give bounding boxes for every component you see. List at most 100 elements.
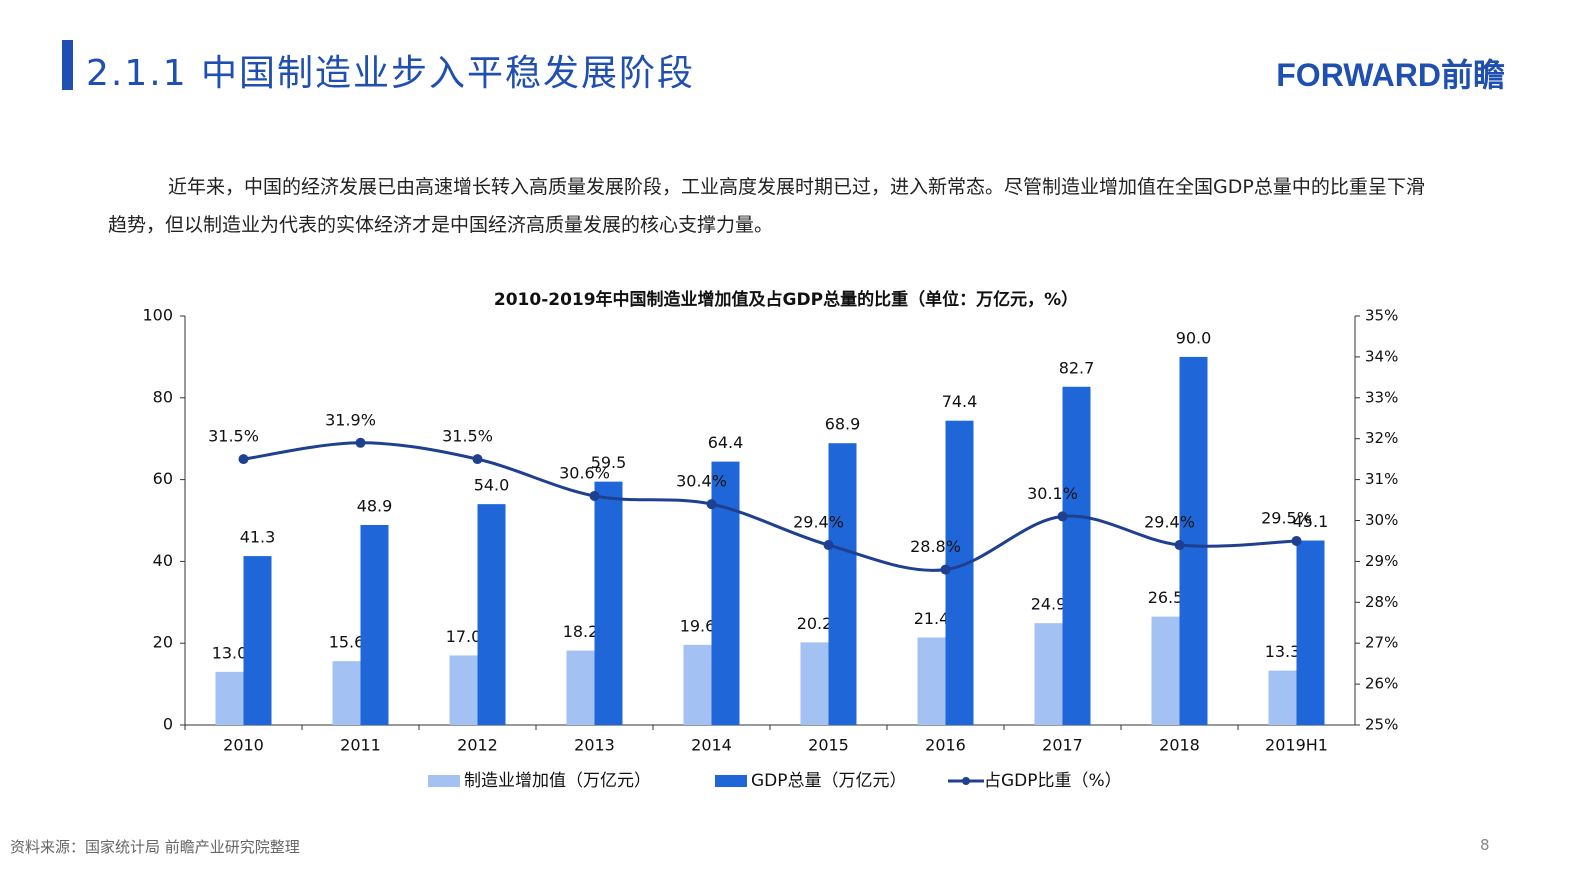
bar xyxy=(449,655,478,725)
y2-tick-label: 35% xyxy=(1365,307,1398,325)
x-tick-label: 2012 xyxy=(457,736,498,755)
y-tick-label: 40 xyxy=(153,551,173,570)
y-tick-label: 80 xyxy=(153,387,173,406)
y2-tick-label: 29% xyxy=(1365,552,1398,570)
y2-tick-label: 28% xyxy=(1365,593,1398,611)
line-point xyxy=(472,454,483,465)
bar-value-label: 41.3 xyxy=(240,528,276,547)
bar xyxy=(1034,623,1063,725)
legend-label: GDP总量（万亿元） xyxy=(751,771,907,791)
bar-value-label: 26.5 xyxy=(1148,588,1184,607)
page-number: 8 xyxy=(1480,836,1490,854)
line-value-label: 31.5% xyxy=(208,427,259,446)
y2-tick-label: 27% xyxy=(1365,634,1398,652)
bar-value-label: 68.9 xyxy=(825,415,861,434)
legend-swatch xyxy=(428,775,460,787)
y2-tick-label: 26% xyxy=(1365,675,1398,693)
legend-label: 制造业增加值（万亿元） xyxy=(464,771,651,791)
x-tick-label: 2016 xyxy=(925,736,966,755)
line-value-label: 31.9% xyxy=(325,410,376,429)
bar-value-label: 64.4 xyxy=(708,433,744,452)
bar-value-label: 18.2 xyxy=(563,622,599,641)
title-accent xyxy=(62,40,73,90)
bar xyxy=(800,642,829,725)
x-tick-label: 2017 xyxy=(1042,736,1083,755)
bar xyxy=(1296,540,1325,725)
bar xyxy=(945,420,974,725)
x-tick-label: 2013 xyxy=(574,736,615,755)
line-value-label: 30.4% xyxy=(676,472,727,491)
y-tick-label: 0 xyxy=(163,715,173,734)
bar xyxy=(1179,356,1208,725)
bar-value-label: 24.9 xyxy=(1031,595,1067,614)
y2-tick-label: 34% xyxy=(1365,347,1398,365)
line-value-label: 30.1% xyxy=(1027,484,1078,503)
bar-value-label: 59.5 xyxy=(591,453,627,472)
bar-value-label: 48.9 xyxy=(357,496,393,515)
y-tick-label: 20 xyxy=(153,633,173,652)
line-point xyxy=(589,490,600,501)
line-value-label: 31.5% xyxy=(442,427,493,446)
bar xyxy=(215,671,244,725)
logo: FORWARD前瞻 xyxy=(1276,57,1505,93)
y2-tick-label: 31% xyxy=(1365,470,1398,488)
bar xyxy=(566,650,595,725)
x-tick-label: 2010 xyxy=(223,736,264,755)
bar-value-label: 82.7 xyxy=(1059,358,1095,377)
bar-value-label: 19.6 xyxy=(680,616,716,635)
line-point xyxy=(706,499,717,510)
bar-value-label: 20.2 xyxy=(797,614,833,633)
bar xyxy=(477,504,506,725)
bar-value-label: 90.0 xyxy=(1176,328,1212,347)
line-value-label: 30.6% xyxy=(559,463,610,482)
line-point xyxy=(238,454,249,465)
y2-tick-label: 25% xyxy=(1365,716,1398,734)
bar-value-label: 13.3 xyxy=(1265,642,1301,661)
bar xyxy=(828,443,857,725)
line-point xyxy=(355,437,366,448)
legend-label: 占GDP比重（%） xyxy=(984,771,1122,791)
x-tick-label: 2015 xyxy=(808,736,849,755)
y-tick-label: 60 xyxy=(153,469,173,488)
line-value-label: 29.4% xyxy=(1144,513,1195,532)
line-point xyxy=(940,564,951,575)
y2-tick-label: 33% xyxy=(1365,388,1398,406)
line-point xyxy=(1057,511,1068,522)
bar-value-label: 45.1 xyxy=(1293,512,1329,531)
bar-value-label: 54.0 xyxy=(474,476,510,495)
bar-value-label: 74.4 xyxy=(942,392,978,411)
bar xyxy=(917,637,946,725)
y-tick-label: 100 xyxy=(142,306,173,325)
chart-title: 2010-2019年中国制造业增加值及占GDP总量的比重（单位：万亿元，%） xyxy=(494,289,1078,310)
bar xyxy=(1268,670,1297,725)
legend-swatch xyxy=(962,777,970,785)
line-value-label: 28.8% xyxy=(910,537,961,556)
x-tick-label: 2014 xyxy=(691,736,732,755)
page-title: 2.1.1 中国制造业步入平稳发展阶段 xyxy=(86,53,696,94)
bar xyxy=(594,481,623,725)
bar-value-label: 15.6 xyxy=(329,633,365,652)
bar xyxy=(360,524,389,725)
bar xyxy=(1062,386,1091,725)
bar xyxy=(1151,616,1180,725)
y2-tick-label: 32% xyxy=(1365,429,1398,447)
x-tick-label: 2018 xyxy=(1159,736,1200,755)
bar xyxy=(711,461,740,725)
line-point xyxy=(823,540,834,551)
x-tick-label: 2019H1 xyxy=(1265,736,1328,755)
x-tick-label: 2011 xyxy=(340,736,381,755)
line-point xyxy=(1174,540,1185,551)
line xyxy=(243,441,1297,572)
y2-tick-label: 30% xyxy=(1365,511,1398,529)
bar xyxy=(243,556,272,725)
bar-value-label: 13.0 xyxy=(212,643,248,662)
bar-value-label: 21.4 xyxy=(914,609,950,628)
line-value-label: 29.5% xyxy=(1261,508,1312,527)
line-value-label: 29.4% xyxy=(793,513,844,532)
legend-swatch xyxy=(715,775,747,787)
paragraph: 近年来，中国的经济发展已由高速增长转入高质量发展阶段，工业高度发展时期已过，进入… xyxy=(108,176,1425,236)
source: 资料来源：国家统计局 前瞻产业研究院整理 xyxy=(10,838,300,856)
bar xyxy=(332,661,361,725)
